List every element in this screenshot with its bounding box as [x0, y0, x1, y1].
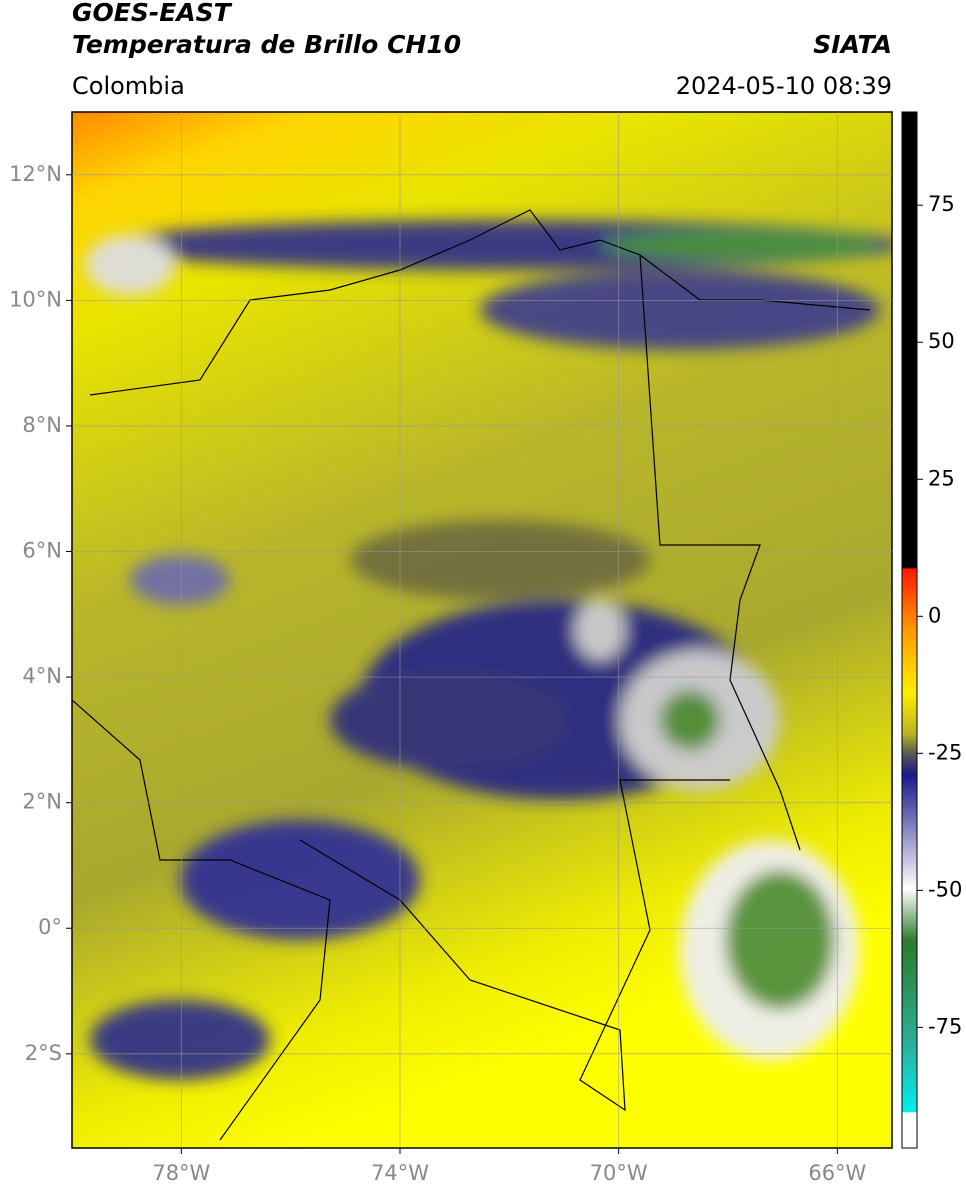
y-tick-label: 2°S — [25, 1041, 62, 1065]
product: Temperatura de Brillo CH10 — [72, 30, 461, 59]
colorbar-tick-label: -75 — [928, 1014, 962, 1038]
colorbar-tick-label: 75 — [928, 192, 955, 216]
y-tick-label: 4°N — [22, 664, 62, 688]
colorbar-tick-label: -50 — [928, 877, 962, 901]
x-tick-label: 66°W — [808, 1161, 866, 1185]
y-tick-label: 0° — [38, 915, 62, 939]
colorbar-tick-label: -25 — [928, 740, 962, 764]
y-tick-label: 2°N — [22, 790, 62, 814]
colorbar — [901, 111, 918, 1149]
colorbar-tick-label: 25 — [928, 466, 955, 490]
x-tick-label: 74°W — [371, 1161, 429, 1185]
map-image — [72, 112, 892, 1148]
x-tick-label: 70°W — [590, 1161, 648, 1185]
map-frame — [71, 111, 893, 1149]
satellite: GOES-EAST — [72, 0, 233, 27]
y-tick-label: 10°N — [9, 287, 62, 311]
source: SIATA — [813, 30, 892, 59]
y-tick-label: 8°N — [22, 413, 62, 437]
y-tick-label: 12°N — [9, 162, 62, 186]
x-tick-label: 78°W — [152, 1161, 210, 1185]
y-tick-label: 6°N — [22, 539, 62, 563]
colorbar-tick-label: 0 — [928, 603, 941, 627]
datetime: 2024-05-10 08:39 — [676, 72, 892, 100]
colorbar-tick-label: 50 — [928, 329, 955, 353]
region: Colombia — [72, 72, 185, 100]
